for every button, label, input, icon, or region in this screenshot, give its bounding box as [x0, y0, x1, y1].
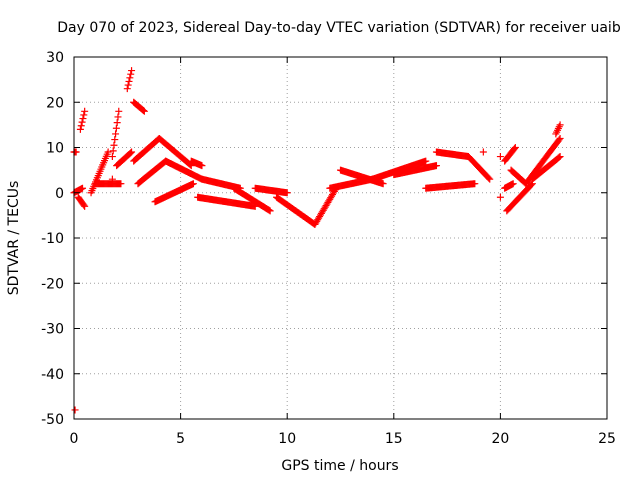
data-point — [78, 118, 86, 126]
data-point — [71, 406, 79, 414]
data-point — [79, 115, 87, 123]
data-point — [330, 184, 338, 192]
y-axis-title: SDTVAR / TECUs — [6, 181, 22, 296]
y-tick-label: -50 — [41, 412, 64, 428]
data-point — [556, 121, 564, 129]
data-point — [556, 134, 564, 142]
data-point — [108, 175, 116, 183]
y-tick-label: -30 — [41, 322, 64, 338]
data-point — [110, 141, 118, 149]
y-tick-label: 30 — [46, 50, 64, 66]
data-point — [127, 70, 135, 78]
data-point — [104, 148, 112, 156]
data-point — [198, 162, 206, 170]
y-tick-label: 0 — [55, 186, 64, 202]
x-tick-label: 25 — [598, 431, 616, 447]
data-points — [70, 67, 564, 414]
data-point — [125, 77, 133, 85]
data-point — [555, 136, 563, 144]
grid-lines — [74, 57, 607, 419]
x-axis-title: GPS time / hours — [281, 458, 398, 474]
data-point — [127, 149, 135, 157]
data-point — [527, 181, 535, 189]
data-point — [555, 153, 563, 161]
data-point — [479, 148, 487, 156]
data-point — [128, 148, 136, 156]
data-point — [139, 107, 147, 115]
data-point — [80, 111, 88, 119]
data-point — [81, 202, 89, 210]
data-point — [189, 180, 197, 188]
y-tick-label: -40 — [41, 367, 64, 383]
y-tick-label: -10 — [41, 231, 64, 247]
data-point — [79, 184, 87, 192]
data-point — [486, 175, 494, 183]
y-tick-label: -20 — [41, 276, 64, 292]
data-point — [112, 130, 120, 138]
data-point — [509, 180, 517, 188]
data-point — [496, 153, 504, 161]
data-point — [76, 125, 84, 133]
data-point — [108, 153, 116, 161]
data-point — [111, 136, 119, 144]
tick-labels: 0 5 10 15 20 25 -50 -40 -30 -20 -10 0 10 20 30 — [41, 50, 616, 447]
x-tick-label: 20 — [491, 431, 509, 447]
data-point — [112, 124, 120, 132]
axis-ticks — [73, 56, 608, 420]
y-tick-label: 20 — [46, 95, 64, 111]
data-point — [379, 180, 387, 188]
data-point — [432, 162, 440, 170]
data-point — [114, 113, 122, 121]
data-point — [422, 157, 430, 165]
data-point — [126, 74, 134, 82]
data-point — [77, 122, 85, 130]
data-point — [496, 193, 504, 201]
data-point — [80, 201, 88, 209]
x-tick-label: 5 — [176, 431, 185, 447]
data-point — [511, 144, 519, 151]
data-point — [109, 147, 117, 155]
data-point — [140, 107, 148, 115]
x-tick-label: 15 — [385, 431, 403, 447]
x-tick-label: 0 — [70, 431, 79, 447]
data-point — [115, 107, 123, 115]
chart-title: Day 070 of 2023, Sidereal Day-to-day VTE… — [57, 20, 621, 36]
data-point — [556, 153, 564, 161]
data-point — [485, 174, 493, 182]
data-point — [117, 180, 125, 188]
data-point — [81, 107, 89, 115]
data-point — [124, 81, 132, 89]
data-point — [283, 189, 291, 197]
data-point — [471, 180, 479, 188]
x-tick-label: 10 — [278, 431, 296, 447]
data-point — [113, 119, 121, 127]
data-point — [128, 67, 136, 75]
y-tick-label: 10 — [46, 141, 64, 157]
data-point — [266, 207, 274, 215]
plot-frame — [73, 56, 608, 420]
data-point — [510, 145, 518, 153]
data-point — [123, 85, 131, 93]
